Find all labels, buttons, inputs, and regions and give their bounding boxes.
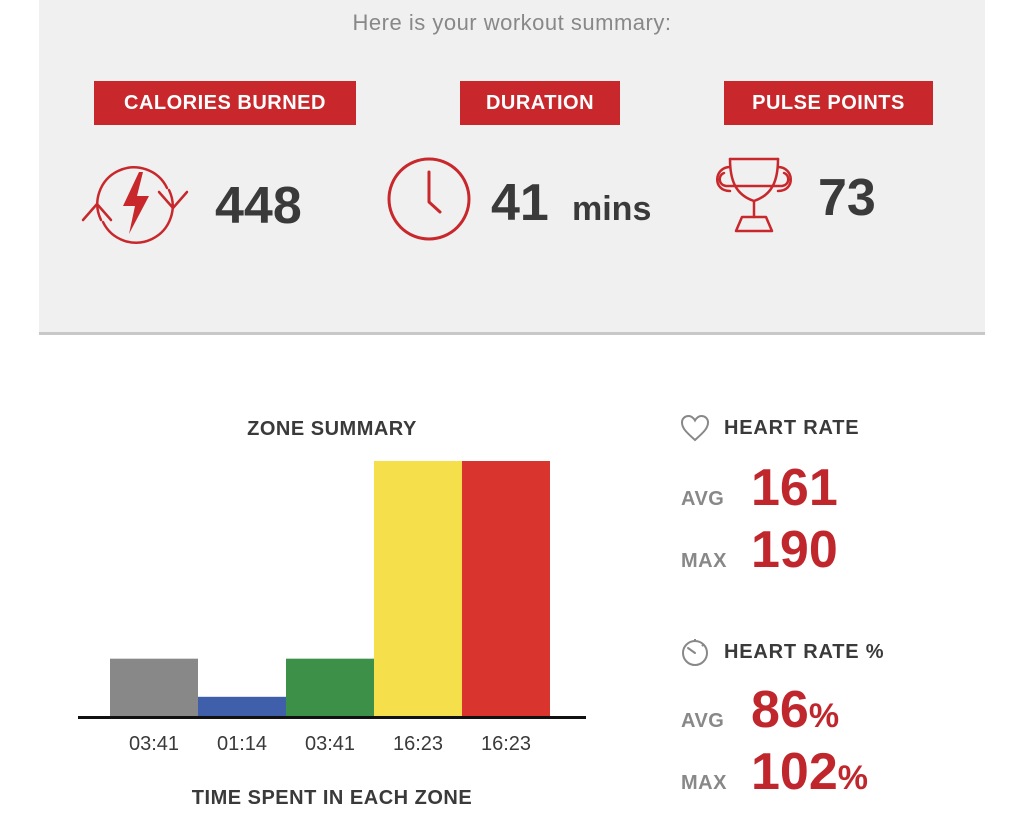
gauge-icon [682, 639, 708, 666]
zone-tick-label-3: 03:41 [305, 733, 355, 755]
heart-rate-title: HEART RATE [724, 416, 860, 439]
heart-icon [680, 414, 710, 442]
workout-summary-panel: Here is your workout summary: CALORIES B… [39, 0, 985, 335]
heart-rate-avg-value: 161 [751, 459, 838, 517]
heart-rate-pct-avg-value: 86 [751, 681, 809, 739]
zone-bar-5 [462, 461, 550, 716]
chart-x-axis-label: TIME SPENT IN EACH ZONE [191, 787, 473, 809]
heart-rate-pct-max-value: 102 [751, 743, 838, 801]
heart-rate-pct-max-label: MAX [681, 772, 727, 794]
heart-rate-avg-row: AVG 161 [681, 462, 838, 514]
zone-bar-4 [374, 461, 462, 716]
heart-rate-pct-avg-label: AVG [681, 710, 725, 732]
pulse-points-label: PULSE POINTS [724, 81, 933, 125]
calories-label: CALORIES BURNED [94, 81, 356, 125]
heart-rate-max-row: MAX 190 [681, 524, 838, 576]
trophy-icon [710, 153, 798, 242]
zone-tick-label-1: 03:41 [129, 733, 179, 755]
pulse-points-value: 73 [818, 169, 876, 227]
calories-refresh-bolt-icon [79, 160, 191, 255]
zone-bar-3 [286, 658, 374, 716]
heart-rate-header: HEART RATE [680, 412, 859, 444]
chart-title: ZONE SUMMARY [247, 418, 417, 440]
heart-rate-pct-header: HEART RATE % [680, 636, 884, 668]
clock-icon [384, 154, 474, 249]
zone-bar-1 [110, 658, 198, 716]
zone-bar-2 [198, 696, 286, 716]
duration-unit: mins [572, 190, 652, 228]
calories-value: 448 [215, 177, 302, 235]
heart-rate-pct-avg-unit: % [808, 697, 840, 735]
zone-summary-chart: 03:41 01:14 03:41 16:23 16:23 [78, 461, 586, 755]
heart-rate-avg-label: AVG [681, 488, 725, 510]
zone-tick-label-2: 01:14 [217, 733, 267, 755]
summary-intro: Here is your workout summary: [352, 10, 672, 35]
duration-label: DURATION [460, 81, 620, 125]
heart-rate-max-label: MAX [681, 550, 727, 572]
heart-rate-pct-avg-row: AVG 86 % [681, 684, 839, 736]
heart-rate-pct-max-row: MAX 102 % [681, 746, 868, 798]
zone-tick-label-4: 16:23 [393, 733, 443, 755]
zone-tick-label-5: 16:23 [481, 733, 531, 755]
heart-rate-pct-max-unit: % [837, 759, 868, 797]
heart-rate-pct-title: HEART RATE % [724, 640, 885, 663]
duration-value: 41 [491, 174, 549, 232]
heart-rate-max-value: 190 [751, 521, 838, 579]
